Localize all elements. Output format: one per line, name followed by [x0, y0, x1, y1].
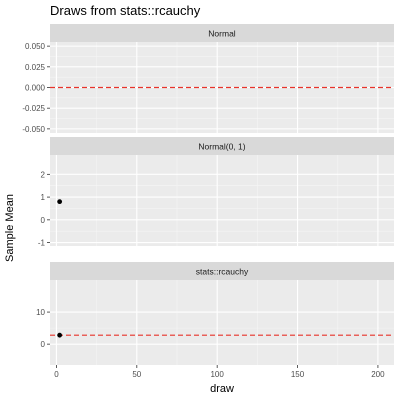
facet-panel: Normal -0.050 -0.025 0.000 0.025 0.050 [22, 24, 394, 134]
y-axis-label: Sample Mean [4, 194, 16, 262]
y-tick-label: 0.050 [25, 42, 46, 51]
x-tick-label: 50 [132, 370, 141, 379]
y-tick-label: 0 [41, 340, 46, 349]
x-axis-label: draw [210, 383, 234, 395]
facet-strip-label: Normal(0, 1) [198, 142, 245, 152]
facet-strip-label: Normal [208, 29, 236, 39]
facet-panel: Normal(0, 1) -1 0 1 2 [38, 137, 394, 248]
facet-strip [50, 24, 394, 42]
y-tick-label: -0.050 [22, 125, 45, 134]
panel-background [50, 155, 394, 246]
y-tick-label: 2 [41, 170, 46, 179]
x-tick-label: 150 [291, 370, 305, 379]
facet-strip [50, 262, 394, 280]
y-tick-label: 0.000 [25, 84, 46, 93]
x-tick-label: 0 [54, 370, 59, 379]
y-tick-label: 0 [41, 216, 46, 225]
x-tick-label: 200 [371, 370, 385, 379]
facet-strip-label: stats::rcauchy [196, 267, 249, 277]
y-tick-label: 10 [36, 308, 45, 317]
y-tick-label: -1 [38, 239, 46, 248]
y-tick-label: 1 [41, 193, 46, 202]
y-tick-label: 0.025 [25, 63, 46, 72]
chart-title: Draws from stats::rcauchy [50, 3, 201, 18]
facet-panels: Normal -0.050 -0.025 0.000 0.025 0.050 Normal(… [22, 24, 394, 379]
data-point [57, 199, 63, 205]
data-point [57, 332, 63, 338]
x-tick-label: 100 [210, 370, 224, 379]
y-tick-label: -0.025 [22, 104, 45, 113]
panel-background [50, 280, 394, 365]
facet-strip [50, 137, 394, 155]
